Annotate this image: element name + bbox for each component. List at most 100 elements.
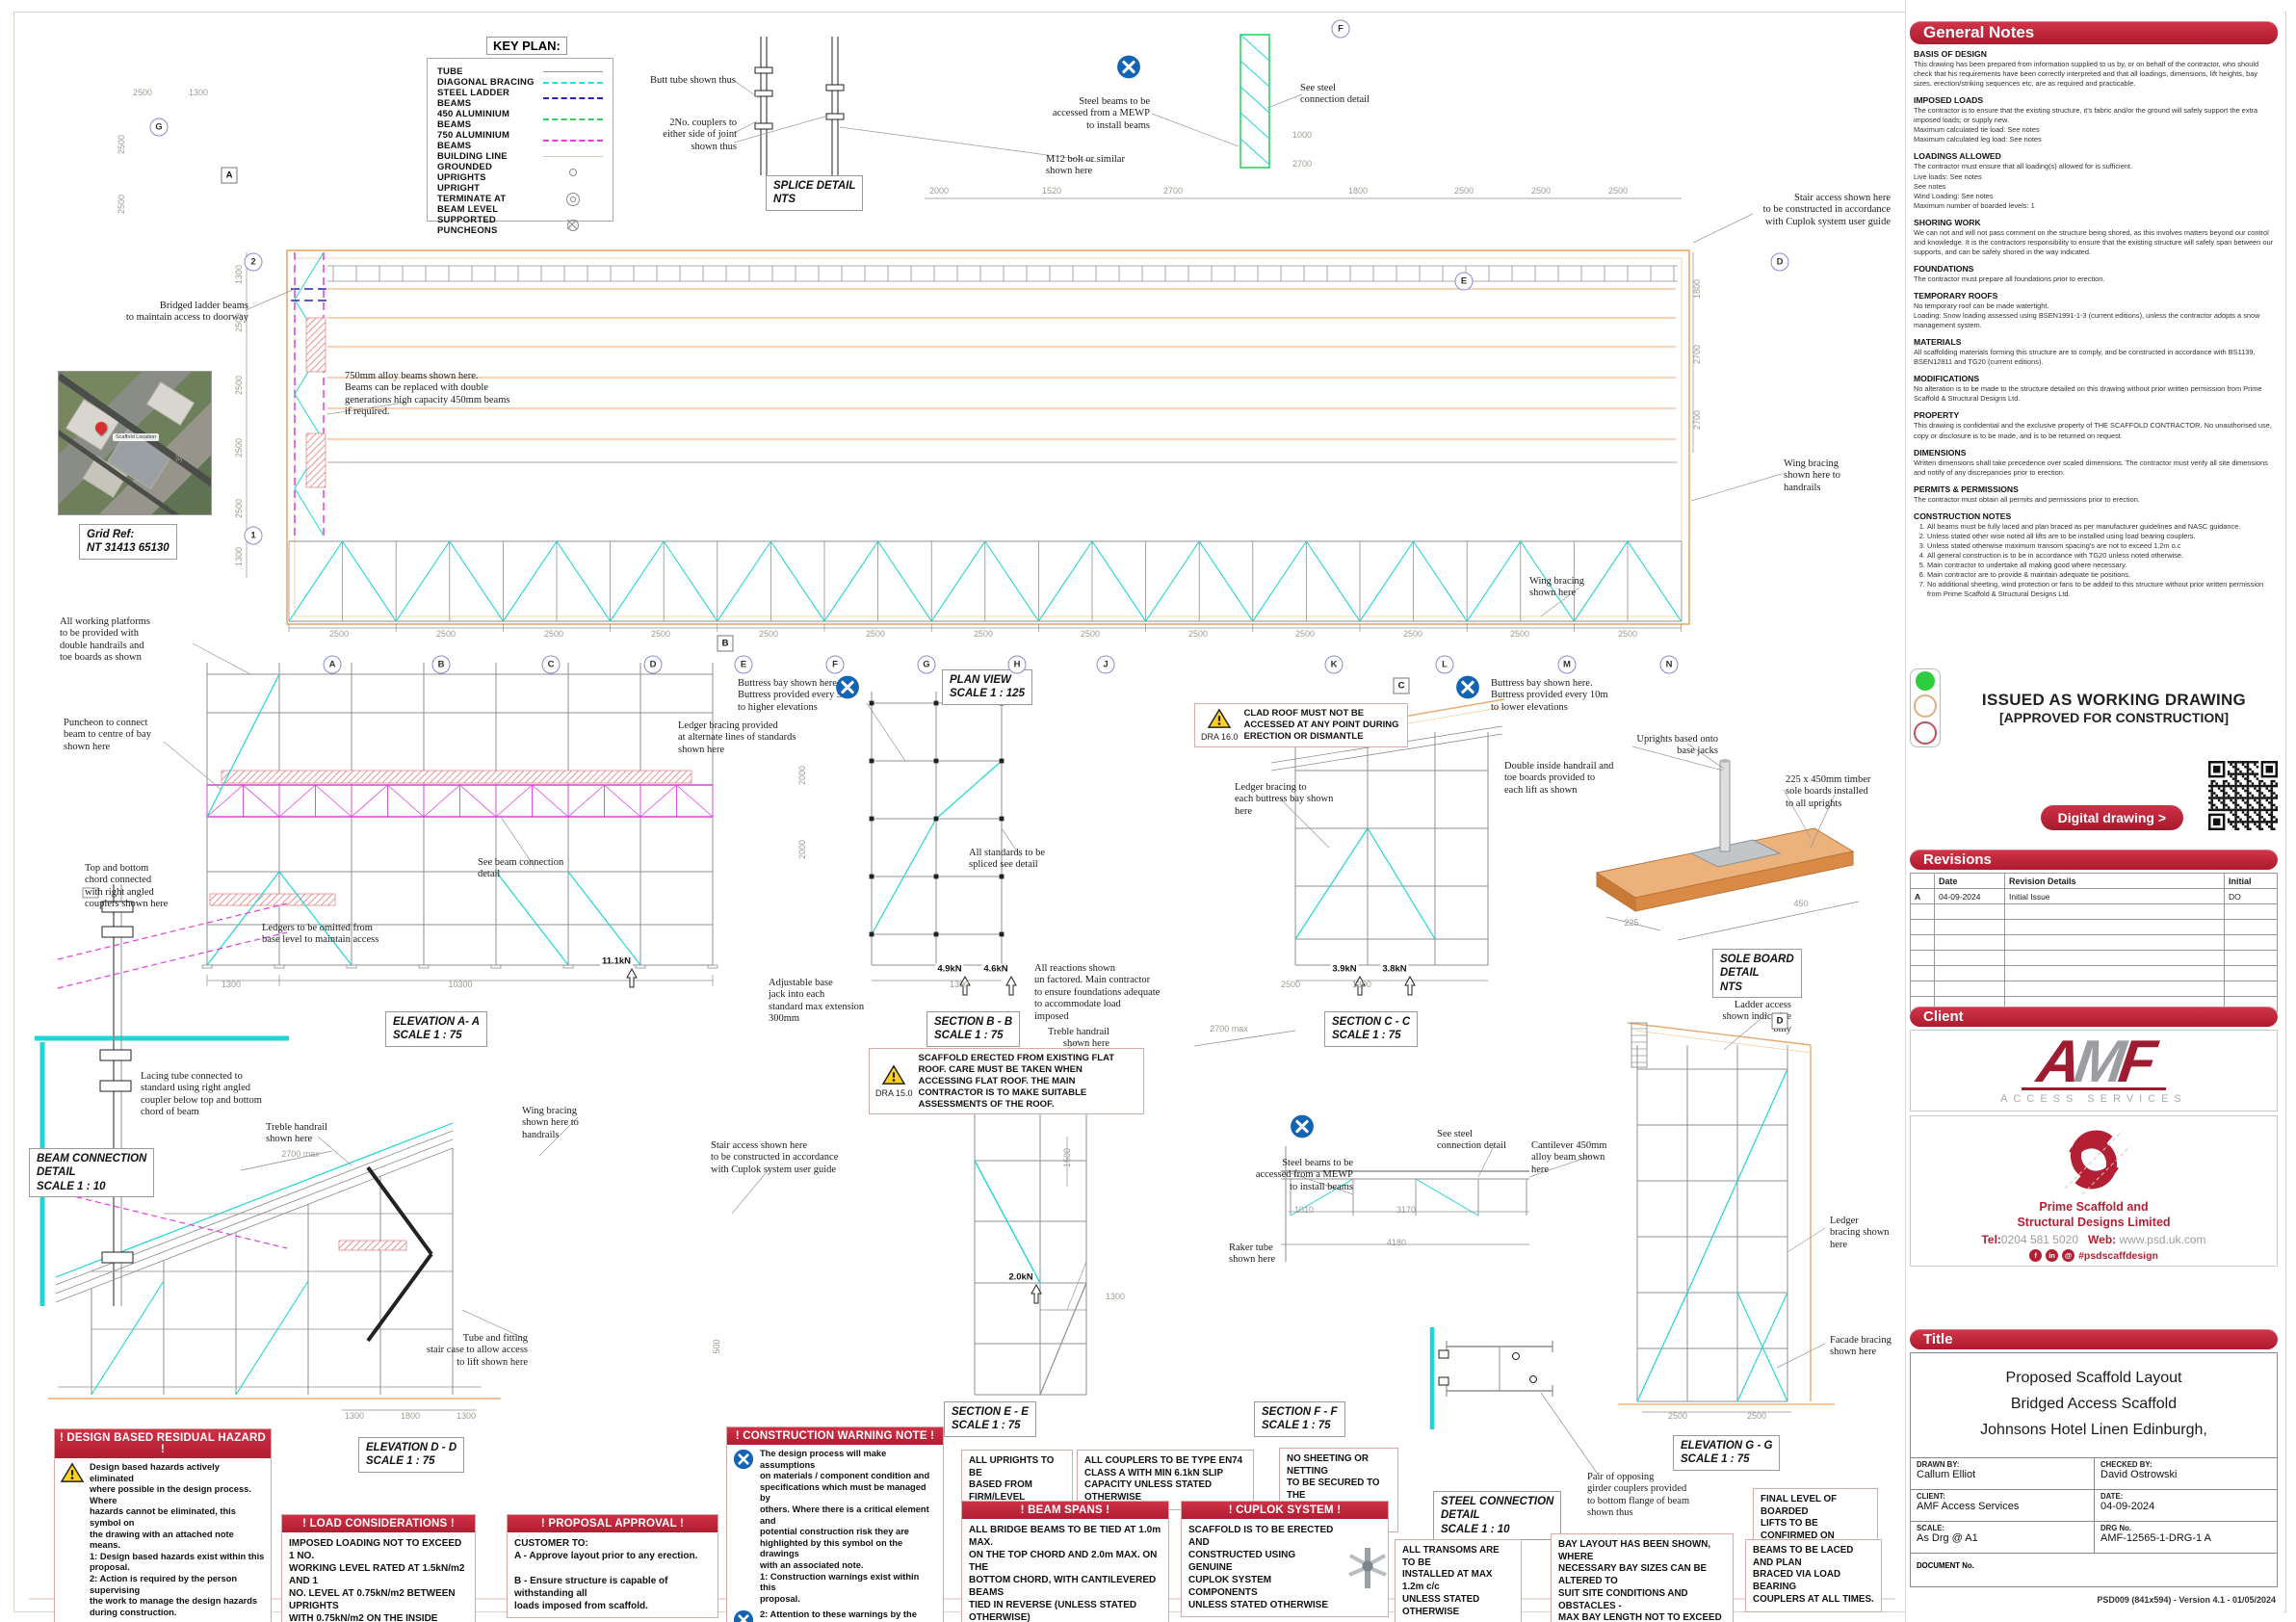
- annotation: Bridged ladder beams to maintain access …: [125, 301, 248, 324]
- qr-code: [2208, 761, 2278, 830]
- client-logo-amf: AMF ACCESS SERVICES: [1910, 1029, 2278, 1112]
- note-box-body: BEAMS TO BE LACED AND PLAN BRACED VIA LO…: [1753, 1545, 1874, 1605]
- detail-label: Grid Ref: NT 31413 65130: [79, 524, 177, 560]
- construction-notes: CONSTRUCTION NOTESAll beams must be full…: [1914, 511, 2274, 600]
- reaction-load: 4.9kN: [935, 963, 964, 975]
- dimension: 2500: [1453, 186, 1474, 196]
- legend-swatch-dash-cyan: [543, 78, 603, 88]
- annotation: Stair access shown here to be constructe…: [1762, 193, 1891, 227]
- note-box-title: ! DESIGN BASED RESIDUAL HAZARD !: [55, 1429, 271, 1458]
- issued-line2: [APPROVED FOR CONSTRUCTION]: [1999, 710, 2229, 725]
- dimension: 1000: [1292, 130, 1313, 140]
- legend-swatch-dash-navy: [543, 93, 603, 103]
- dimension: 2500: [117, 134, 126, 155]
- dimension: 2000: [797, 839, 807, 860]
- dimension: 2500: [234, 498, 244, 519]
- legend-swatch-circle-small: [543, 168, 603, 177]
- dimension: 2500: [117, 194, 126, 215]
- detail-label: SECTION E - E SCALE 1 : 75: [944, 1401, 1036, 1437]
- annotation: Raker tube shown here: [1229, 1243, 1276, 1266]
- grid-marker-F: F: [825, 655, 845, 674]
- design-risk-warning: DRA 15.0 SCAFFOLD ERECTED FROM EXISTING F…: [869, 1048, 1144, 1115]
- general-notes-body: BASIS OF DESIGN This drawing has been pre…: [1910, 49, 2278, 599]
- annotation: Uprights based onto base jacks: [1636, 734, 1718, 757]
- dimension: 2500: [865, 629, 886, 639]
- general-notes-section: IMPOSED LOADS The contractor is to ensure…: [1914, 95, 2258, 144]
- annotation: Lacing tube connected to standard using …: [141, 1071, 262, 1118]
- annotation: Ledger bracing provided at alternate lin…: [678, 720, 796, 755]
- note-box: ! LOAD CONSIDERATIONS ! IMPOSED LOADING N…: [281, 1514, 476, 1622]
- grid-marker-B: B: [717, 635, 734, 652]
- annotation: Cantilever 450mm alloy beam shown here: [1531, 1140, 1607, 1175]
- dimension: 1500: [1062, 1147, 1072, 1168]
- annotation: Pair of opposing girder couplers provide…: [1587, 1472, 1690, 1519]
- general-notes-section: FOUNDATIONS The contractor must prepare a…: [1914, 263, 2105, 283]
- dimension: 225: [1624, 918, 1639, 928]
- construction-warning-icon: [1116, 55, 1141, 85]
- annotation: Treble handrail shown here: [1047, 1027, 1109, 1050]
- dimension: 2500: [1280, 980, 1301, 989]
- grid-marker-E: E: [734, 655, 753, 674]
- note-box: ! DESIGN BASED RESIDUAL HAZARD ! Design b…: [54, 1428, 272, 1622]
- grid-marker-D: D: [1771, 1012, 1788, 1030]
- detail-label: STEEL CONNECTION DETAIL SCALE 1 : 10: [1433, 1491, 1562, 1541]
- dimension: 1520: [1041, 186, 1062, 196]
- dimension: 2500: [328, 629, 350, 639]
- title-field: CLIENT: AMF Access Services: [1911, 1489, 2094, 1521]
- title-field: SCALE: As Drg @ A1: [1911, 1521, 2094, 1553]
- dimension: 3500: [174, 442, 184, 463]
- dimension: 2500: [543, 629, 564, 639]
- revisions-table: Date Revision Details Initial A 04-09-2024 In…: [1910, 873, 2278, 1012]
- dimension: 2500: [1294, 629, 1316, 639]
- dimension: 1300: [234, 546, 244, 567]
- document-no-label: DOCUMENT No.: [1917, 1561, 1974, 1570]
- note-box-body: IMPOSED LOADING NOT TO EXCEED 1 NO. WORK…: [289, 1538, 465, 1622]
- title-field: DRG No. AMF-12565-1-DRG-1 A: [2094, 1521, 2277, 1553]
- title-header: Title: [1910, 1329, 2278, 1349]
- dimension: 1300: [1351, 980, 1372, 989]
- dimension: 2500: [1402, 629, 1423, 639]
- grid-marker-2: 2: [244, 252, 263, 272]
- dimension: 2500: [435, 629, 457, 639]
- dimension: 2700: [1692, 344, 1702, 365]
- map-pin-label: Scaffold Location: [113, 433, 160, 441]
- legend-item: GROUNDED UPRIGHTS: [437, 162, 603, 183]
- dimension: 2500: [973, 629, 994, 639]
- general-notes-header: General Notes: [1910, 21, 2278, 44]
- grid-marker-D: D: [1770, 252, 1789, 272]
- grid-marker-F: F: [1331, 19, 1350, 39]
- general-notes-section: DIMENSIONS Written dimensions shall take …: [1914, 447, 2268, 477]
- dimension: 2000: [797, 765, 807, 786]
- general-notes-section: TEMPORARY ROOFS No temporary roof can be …: [1914, 291, 2260, 330]
- annotation: See beam connection detail: [478, 857, 564, 880]
- note-box: BEAMS TO BE LACED AND PLAN BRACED VIA LO…: [1745, 1539, 1882, 1612]
- detail-label: SPLICE DETAIL NTS: [766, 175, 864, 211]
- grid-marker-A: A: [221, 167, 238, 184]
- digital-drawing-button[interactable]: Digital drawing >: [2040, 805, 2183, 830]
- note-box-body: ALL TRANSOMS ARE TO BE INSTALLED AT MAX …: [1402, 1545, 1500, 1617]
- facebook-icon: f: [2029, 1249, 2043, 1263]
- dimension: 2700: [1692, 409, 1702, 431]
- grid-marker-M: M: [1557, 655, 1577, 674]
- dimension: 2500: [758, 629, 779, 639]
- annotation: Steel beams to be accessed from a MEWP t…: [1052, 96, 1150, 131]
- legend-item: BUILDING LINE: [437, 151, 603, 162]
- psd-logo-mark: [2064, 1130, 2131, 1195]
- dimension: 2500: [1187, 629, 1209, 639]
- note-box-title: ! LOAD CONSIDERATIONS !: [282, 1515, 475, 1532]
- issued-line1: ISSUED AS WORKING DRAWING: [1981, 691, 2247, 709]
- dimension: 2500: [132, 88, 153, 97]
- annotation: M12 bolt or similar shown here: [1046, 154, 1125, 177]
- detail-label: SECTION B - B SCALE 1 : 75: [926, 1011, 1021, 1047]
- grid-marker-N: N: [1659, 655, 1679, 674]
- construction-warning-icon: [1455, 675, 1480, 705]
- dimension: 1800: [400, 1411, 421, 1421]
- annotation: Stair access shown here to be constructe…: [711, 1140, 839, 1175]
- grid-marker-D: D: [643, 655, 663, 674]
- dimension: 2500: [234, 312, 244, 333]
- hashtag: #psdscaffdesign: [2078, 1249, 2158, 1262]
- annotation: Double inside handrail and toe boards pr…: [1504, 761, 1614, 796]
- annotation: Adjustable base jack into each standard …: [769, 978, 865, 1025]
- grid-marker-E: E: [1454, 272, 1474, 291]
